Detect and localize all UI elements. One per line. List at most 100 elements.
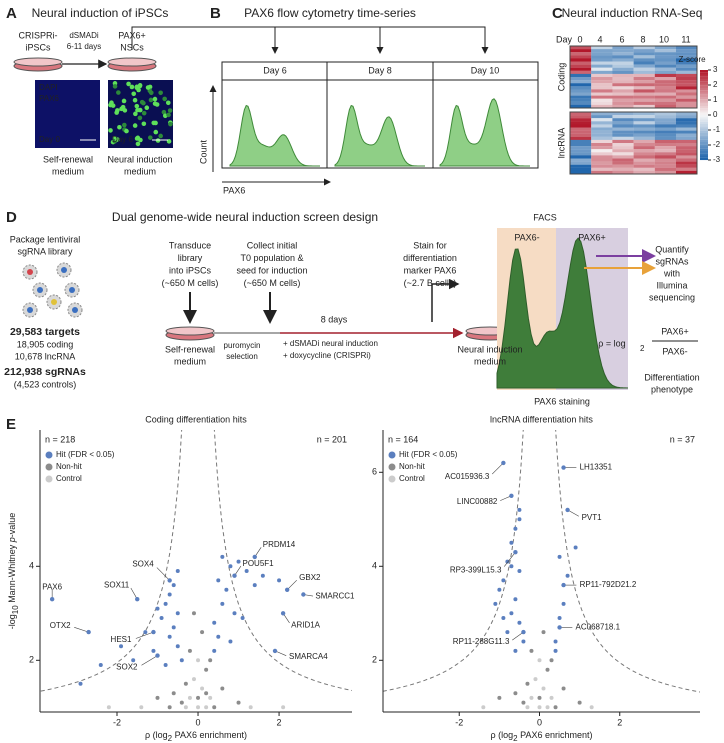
point: [224, 587, 229, 592]
label: Package lentiviral: [10, 234, 81, 244]
point: [78, 681, 83, 686]
heat-cell: [654, 149, 677, 153]
cell: [165, 100, 171, 106]
label: CRISPRi-: [18, 30, 57, 40]
heat-cell: [633, 164, 655, 168]
leader: [141, 655, 158, 666]
label: 212,938 sgRNAs: [4, 366, 86, 378]
point: [236, 559, 241, 564]
label: + doxycycline (CRISPRi): [283, 351, 371, 360]
heat-cell: [654, 61, 677, 65]
heat-cell: [633, 73, 655, 78]
heat-cell: [570, 98, 592, 102]
label: lncRNA: [556, 128, 566, 159]
cell: [148, 90, 154, 96]
point: [549, 658, 554, 663]
cell: [134, 136, 140, 141]
y-label-part: -log: [7, 614, 17, 629]
colorbar-cell: [700, 106, 708, 109]
heat-cell: [654, 73, 677, 78]
heat-cell: [591, 121, 613, 125]
x-label-part: PAX6 enrichment): [172, 730, 247, 740]
heat-cell: [633, 95, 655, 99]
heat-cell: [676, 136, 698, 140]
cell: [120, 104, 126, 110]
heat-cell: [570, 64, 592, 68]
label: library: [178, 253, 203, 263]
point: [175, 569, 180, 573]
point: [509, 564, 514, 569]
virus-core: [61, 267, 67, 273]
heat-cell: [612, 161, 634, 165]
heat-cell: [612, 164, 634, 168]
cell: [126, 81, 131, 87]
colorbar-cell: [700, 155, 708, 158]
heat-cell: [676, 49, 698, 53]
gene-label: SMARCC1: [315, 592, 355, 601]
colorbar-cell: [700, 146, 708, 149]
heat-cell: [654, 121, 677, 125]
threshold-curve: [40, 430, 183, 692]
heat-cell: [676, 73, 698, 78]
heat-cell: [676, 133, 698, 137]
heat-cell: [654, 146, 677, 150]
x-tick-label: 2: [617, 717, 622, 727]
heat-cell: [633, 49, 655, 53]
heat-cell: [570, 139, 592, 144]
point: [529, 695, 534, 700]
heat-cell: [676, 55, 698, 59]
gene-label: RP11-792D21.2: [580, 580, 637, 589]
heat-cell: [570, 146, 592, 150]
label: medium: [474, 356, 506, 366]
cell: [134, 103, 140, 109]
heat-cell: [570, 149, 592, 153]
colorbar-cell: [700, 74, 708, 77]
point: [151, 629, 156, 635]
heat-cell: [591, 152, 613, 156]
y-label-part: p: [7, 537, 17, 543]
heat-cell: [591, 158, 613, 162]
label: (~650 M cells): [244, 278, 301, 288]
heat-cell: [676, 67, 698, 71]
virus-core: [27, 307, 33, 313]
label: PAX6-: [662, 346, 687, 356]
point: [119, 644, 124, 649]
point: [196, 705, 201, 710]
colorbar-cell: [700, 130, 708, 134]
x-tick-label: 0: [537, 717, 542, 727]
heat-cell: [654, 155, 677, 159]
leader: [503, 552, 516, 567]
heat-cell: [654, 52, 677, 56]
virus-core: [27, 269, 33, 275]
heat-cell: [654, 143, 677, 147]
point: [589, 705, 594, 710]
gene-label: SMARCA4: [289, 652, 328, 661]
heat-cell: [676, 121, 698, 125]
heat-cell: [591, 67, 613, 71]
label: Day: [556, 34, 573, 44]
heat-cell: [676, 92, 698, 96]
colorbar-cell: [700, 94, 708, 98]
heat-cell: [570, 77, 592, 81]
label: Quantify: [655, 244, 689, 254]
point: [212, 620, 217, 625]
threshold-curve: [213, 430, 352, 692]
heat-cell: [676, 58, 698, 62]
heat-cell: [570, 161, 592, 165]
gene-label: RP3-399L15.3: [450, 565, 502, 574]
point: [204, 705, 209, 710]
colorbar-cell: [700, 144, 708, 147]
colorbar-cell: [700, 133, 708, 136]
cell: [158, 90, 163, 96]
cell: [162, 96, 167, 102]
point: [200, 686, 205, 691]
gene-label: LINC00882: [457, 497, 498, 506]
leader: [286, 579, 297, 591]
heat-cell: [570, 143, 592, 147]
label: Day 0: [39, 135, 60, 144]
heat-cell: [633, 89, 655, 93]
point: [497, 695, 502, 700]
heat-cell: [591, 104, 613, 109]
point: [216, 578, 221, 583]
heat-cell: [654, 124, 677, 128]
